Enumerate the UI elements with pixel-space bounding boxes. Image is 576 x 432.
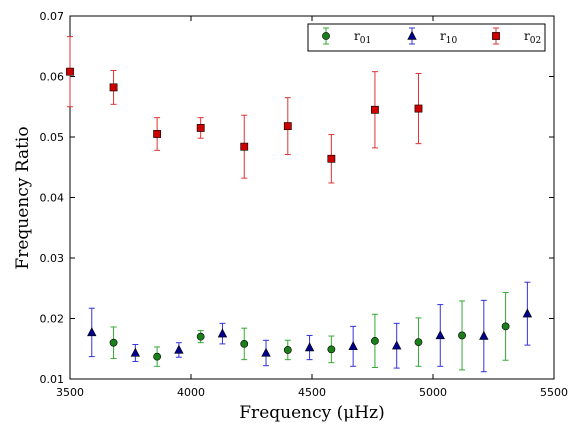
data-point bbox=[240, 340, 249, 348]
legend-entry-r02: r02 bbox=[492, 27, 541, 46]
series-r01 bbox=[109, 291, 510, 371]
legend-entry-r10: r10 bbox=[407, 27, 457, 46]
legend-label: r02 bbox=[524, 29, 541, 46]
data-point bbox=[522, 308, 533, 318]
data-point bbox=[479, 330, 489, 340]
y-axis-title: Frequency Ratio bbox=[13, 126, 33, 269]
data-point bbox=[348, 341, 358, 351]
data-point bbox=[153, 130, 162, 138]
data-point bbox=[414, 338, 423, 346]
data-point bbox=[109, 338, 118, 347]
data-point bbox=[304, 342, 315, 352]
data-point bbox=[261, 347, 271, 357]
data-point bbox=[174, 344, 184, 354]
data-marks bbox=[66, 36, 533, 373]
data-point bbox=[283, 122, 292, 131]
series-r02 bbox=[66, 36, 423, 184]
x-tick-label: 4000 bbox=[177, 386, 205, 399]
plot-frame bbox=[69, 15, 555, 380]
data-point bbox=[392, 340, 402, 350]
data-point bbox=[196, 124, 205, 132]
data-point bbox=[414, 104, 423, 113]
data-point bbox=[458, 331, 466, 340]
y-tick-label: 0.06 bbox=[40, 71, 65, 84]
data-point bbox=[283, 346, 292, 354]
data-point bbox=[240, 142, 249, 151]
legend-marker bbox=[492, 32, 500, 40]
y-tick-label: 0.03 bbox=[40, 252, 65, 265]
legend: r01 r10 r02 bbox=[307, 23, 546, 52]
legend-marker bbox=[407, 30, 417, 40]
data-point bbox=[66, 67, 74, 76]
data-point bbox=[109, 83, 118, 92]
x-tick-label: 5000 bbox=[419, 386, 447, 399]
x-tick-label: 5500 bbox=[540, 386, 568, 399]
y-tick-label: 0.07 bbox=[40, 10, 65, 23]
legend-entry-r01: r01 bbox=[322, 27, 371, 46]
data-point bbox=[130, 347, 141, 357]
x-tick-label: 3500 bbox=[56, 386, 84, 399]
y-tick-label: 0.01 bbox=[40, 373, 65, 386]
legend-marker bbox=[322, 32, 330, 40]
data-point bbox=[501, 322, 510, 331]
legend-label: r10 bbox=[440, 29, 457, 46]
data-point bbox=[327, 154, 336, 163]
y-tick-label: 0.02 bbox=[40, 313, 65, 326]
data-point bbox=[87, 327, 97, 337]
data-point bbox=[196, 332, 205, 341]
data-point bbox=[327, 345, 336, 354]
legend-label: r01 bbox=[354, 29, 371, 46]
data-point bbox=[435, 330, 445, 340]
y-tick-label: 0.04 bbox=[40, 192, 65, 205]
y-tick-label: 0.05 bbox=[40, 131, 65, 144]
axis-ticks: 3500 4000 4500 5000 5500 0.01 0.02 0.03 0.04 0.05… bbox=[40, 10, 569, 399]
data-point bbox=[153, 352, 162, 361]
x-axis-title: Frequency (μHz) bbox=[239, 403, 384, 423]
legend-box bbox=[307, 23, 546, 52]
series-r10 bbox=[87, 281, 533, 373]
data-point bbox=[371, 105, 379, 114]
data-point bbox=[371, 336, 379, 345]
x-tick-label: 4500 bbox=[298, 386, 326, 399]
data-point bbox=[217, 328, 228, 338]
